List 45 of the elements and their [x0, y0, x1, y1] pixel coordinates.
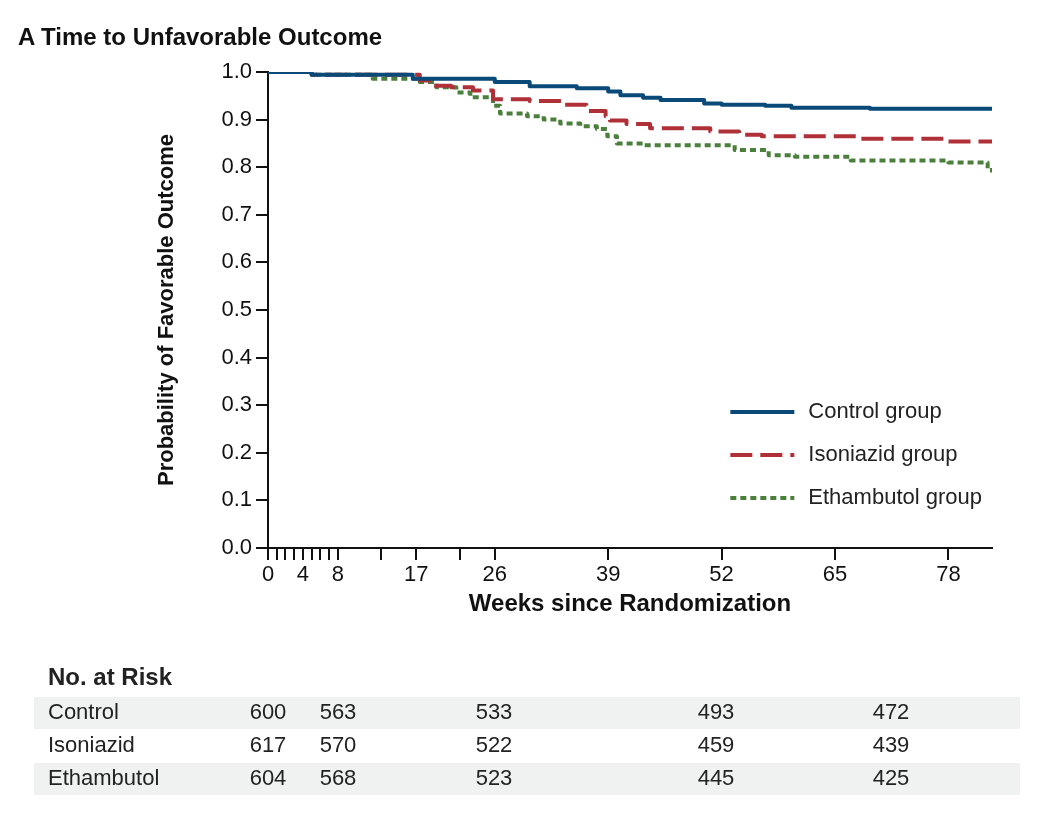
x-tick-label: 0: [261, 561, 275, 587]
chart-title: A Time to Unfavorable Outcome: [18, 22, 383, 50]
text: 439: [872, 732, 910, 758]
x-tick-label: 52: [709, 561, 734, 587]
y-axis-title: Probability of Favorable Outcome: [153, 133, 179, 487]
text: 523: [475, 765, 513, 791]
text: 445: [697, 765, 735, 791]
legend-label: Ethambutol group: [808, 484, 982, 510]
y-tick-label: 0.7: [221, 200, 252, 226]
x-tick-label: 78: [936, 561, 961, 587]
x-tick-label: 39: [595, 561, 621, 587]
y-tick-label: 0.5: [221, 296, 252, 322]
y-tick-label: 0.3: [221, 391, 252, 417]
text: 568: [319, 765, 357, 791]
text: 570: [319, 732, 357, 758]
text: 425: [872, 765, 910, 791]
legend-label: Control group: [808, 398, 942, 424]
text: 600: [249, 699, 287, 725]
y-tick-label: 0.1: [221, 486, 252, 512]
x-tick-label: 4: [296, 561, 310, 587]
text: No. at Risk: [48, 662, 173, 690]
text: 604: [249, 765, 287, 791]
text: 493: [697, 699, 735, 725]
text: 522: [475, 732, 513, 758]
x-tick-label: 8: [331, 561, 344, 587]
text: Control: [48, 699, 119, 725]
text: 459: [697, 732, 735, 758]
text: 472: [872, 699, 910, 725]
y-tick-label: 0.6: [221, 248, 252, 274]
legend-label: Isoniazid group: [808, 441, 958, 467]
y-tick-label: 0.8: [221, 153, 252, 179]
text: Isoniazid: [48, 732, 135, 758]
x-tick-label: 17: [404, 561, 429, 587]
y-tick-label: 0.0: [221, 534, 252, 560]
y-tick-label: 0.2: [221, 438, 252, 464]
x-tick-label: 65: [822, 561, 848, 587]
text: 533: [475, 699, 513, 725]
x-tick-label: 26: [482, 561, 508, 587]
y-tick-label: 0.4: [221, 343, 252, 369]
text: Ethambutol: [48, 765, 160, 791]
x-axis-title: Weeks since Randomization: [468, 589, 792, 617]
text: 563: [319, 699, 357, 725]
text: 617: [249, 732, 287, 758]
y-tick-label: 1.0: [221, 58, 252, 84]
y-tick-label: 0.9: [221, 105, 252, 131]
